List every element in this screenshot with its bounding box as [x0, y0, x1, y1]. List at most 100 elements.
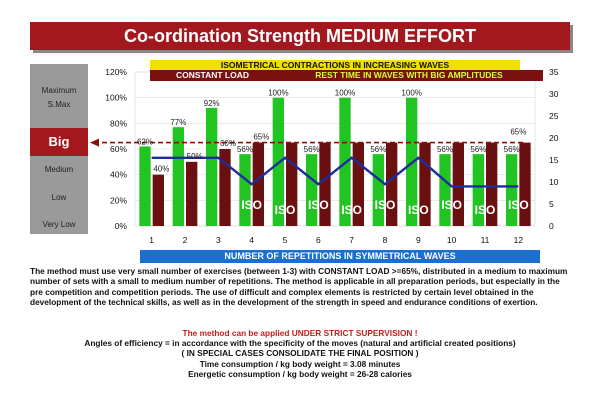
y-right-tick-label: 25: [549, 111, 559, 121]
iso-label: ISO: [341, 203, 362, 217]
level-very-low: Very Low: [42, 220, 76, 229]
labels-group: 62% 77% 92% 56% 100% 56% 100% 56% 100% 56% 56% 56% 4…: [137, 89, 529, 245]
bar-value-label: 100%: [268, 89, 288, 98]
reference-line-group: [90, 138, 525, 147]
bar-value-label: 56%: [237, 145, 253, 154]
load-bar: [519, 142, 531, 226]
x-tick-label: 6: [316, 235, 321, 245]
iso-label: ISO: [408, 203, 429, 217]
iso-label: ISO: [241, 198, 262, 212]
load-bar: [219, 149, 231, 226]
axes-group: 0% 20% 40% 60% 80% 100% 120% 0 5 10 15 20 25 30 35: [105, 67, 558, 231]
y-right-tick-label: 10: [549, 177, 559, 187]
y-left-tick-label: 120%: [105, 67, 127, 77]
angles-note: Angles of efficiency = in accordance wit…: [84, 338, 516, 349]
y-right-tick-label: 5: [549, 199, 554, 209]
method-notes: The method can be applied UNDER STRICT S…: [30, 328, 570, 379]
rest-line-group: [151, 156, 519, 188]
intensity-bar: [506, 154, 518, 226]
y-right-tick-label: 15: [549, 155, 559, 165]
x-tick-label: 4: [249, 235, 254, 245]
x-tick-label: 5: [283, 235, 288, 245]
y-right-tick-label: 35: [549, 67, 559, 77]
load-bar: [319, 142, 331, 226]
load-bar: [352, 142, 364, 226]
banner-isometrical: ISOMETRICAL CONTRACTIONS IN INCREASING W…: [150, 60, 520, 70]
bar-value-label: 100%: [401, 89, 421, 98]
x-tick-label: 7: [349, 235, 354, 245]
intensity-bar: [306, 154, 318, 226]
supervision-warning: The method can be applied UNDER STRICT S…: [182, 328, 418, 338]
banner-rest-time: REST TIME IN WAVES WITH BIG AMPLITUDES: [275, 70, 543, 81]
x-tick-label: 10: [447, 235, 457, 245]
load-bar: [286, 142, 298, 226]
x-tick-label: 11: [481, 235, 490, 245]
y-right-tick-label: 0: [549, 221, 554, 231]
load-bar: [152, 174, 164, 226]
bar-value-label: 56%: [504, 145, 520, 154]
load-bar: [486, 142, 498, 226]
intensity-bar: [472, 154, 484, 226]
bar-value-label: 56%: [437, 145, 453, 154]
y-left-tick-label: 60%: [110, 144, 127, 154]
load-bar: [186, 161, 198, 226]
banner-repetitions: NUMBER OF REPETITIONS IN SYMMETRICAL WAV…: [140, 250, 540, 263]
rest-time-line: [151, 156, 519, 188]
intensity-bar: [439, 154, 451, 226]
y-right-tick-label: 20: [549, 133, 559, 143]
bar-value-label: 56%: [370, 145, 386, 154]
load-bar: [252, 142, 264, 226]
time-consumption: Time consumption / kg body weight = 3.08…: [199, 358, 401, 369]
bar-value-label: 77%: [170, 118, 186, 127]
bar-value-label: 100%: [335, 89, 355, 98]
x-tick-label: 8: [383, 235, 388, 245]
bar-value-label: 62%: [137, 137, 153, 146]
energetic-consumption: Energetic consumption / kg body weight =…: [188, 368, 412, 379]
bar-value-label: 56%: [304, 145, 320, 154]
load-value-label: 40%: [153, 165, 169, 174]
iso-label: ISO: [308, 198, 329, 212]
intensity-bar: [172, 127, 184, 226]
y-left-tick-label: 0%: [115, 221, 128, 231]
level-maximum: Maximum: [41, 86, 77, 95]
reference-arrow: [90, 138, 99, 147]
intensity-bar: [372, 154, 384, 226]
bar-value-label: 56%: [470, 145, 486, 154]
iso-label: ISO: [441, 198, 462, 212]
load-value-label: 60%: [220, 139, 236, 148]
load-bar: [386, 142, 398, 226]
iso-label: ISO: [275, 203, 296, 217]
x-tick-label: 12: [514, 235, 524, 245]
iso-label: ISO: [375, 198, 396, 212]
effort-level-sidebar: Maximum S.Max Big Medium Low Very Low: [30, 64, 88, 234]
page-title: Co-ordination Strength MEDIUM EFFORT: [30, 22, 570, 50]
x-tick-label: 3: [216, 235, 221, 245]
banner-constant-load: CONSTANT LOAD: [150, 70, 275, 81]
intensity-bar: [239, 154, 251, 226]
load-value-label: 50%: [187, 152, 203, 161]
iso-label: ISO: [475, 203, 496, 217]
x-tick-label: 2: [183, 235, 188, 245]
special-cases-note: ( IN SPECIAL CASES CONSOLIDATE THE FINAL…: [181, 348, 419, 359]
x-tick-label: 1: [149, 235, 154, 245]
load-bar: [452, 142, 464, 226]
bar-value-label: 92%: [204, 99, 220, 108]
intensity-bar: [139, 146, 151, 226]
x-tick-label: 9: [416, 235, 421, 245]
y-right-tick-label: 30: [549, 89, 559, 99]
level-low: Low: [51, 193, 67, 202]
y-left-tick-label: 40%: [110, 170, 127, 180]
intensity-bar: [206, 107, 218, 226]
load-value-label: 65%: [253, 133, 269, 142]
y-left-tick-label: 100%: [105, 93, 127, 103]
method-description: The method must use very small number of…: [30, 266, 568, 307]
iso-label: ISO: [508, 198, 529, 212]
level-big-highlight: Big: [30, 128, 88, 156]
y-left-tick-label: 80%: [110, 118, 127, 128]
level-medium: Medium: [44, 165, 74, 174]
level-smax: S.Max: [47, 100, 71, 109]
load-bar: [419, 142, 431, 226]
reference-value-label: 65%: [510, 128, 526, 137]
y-left-tick-label: 20%: [110, 195, 127, 205]
effort-chart: 62%77%92%56%100%56%100%56%100%56% 56% 56%4…: [90, 67, 559, 245]
